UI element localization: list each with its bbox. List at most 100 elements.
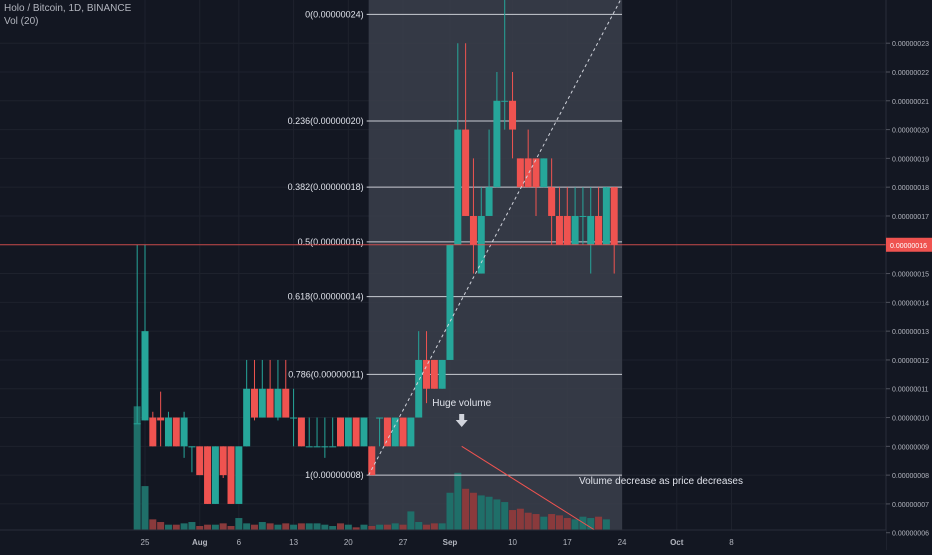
price-tick-label: 0.00000017 xyxy=(892,214,929,221)
candle-body[interactable] xyxy=(563,215,571,245)
volume-indicator-label[interactable]: Vol (20) xyxy=(4,16,39,27)
volume-bar xyxy=(399,524,407,530)
volume-bar xyxy=(321,524,329,530)
candle-body[interactable] xyxy=(157,417,165,421)
candle-body[interactable] xyxy=(383,417,391,447)
candle-body[interactable] xyxy=(235,446,243,504)
candle-body[interactable] xyxy=(493,100,501,188)
time-axis[interactable]: 25 Aug 6 13 20 27 Sep 10 17 24 Oct 8 xyxy=(0,529,886,550)
volume-bar xyxy=(235,518,243,530)
volume-trend-line[interactable] xyxy=(461,445,613,542)
candle-body[interactable] xyxy=(266,388,274,418)
candle-body[interactable] xyxy=(579,215,587,217)
candle-body[interactable] xyxy=(423,359,431,389)
candle-body[interactable] xyxy=(344,417,352,447)
candle-body[interactable] xyxy=(462,129,470,216)
candle-body[interactable] xyxy=(204,446,212,504)
volume-bar xyxy=(430,523,438,530)
volume-bar xyxy=(188,522,196,530)
volume-bar xyxy=(555,515,563,530)
candle-body[interactable] xyxy=(391,417,399,447)
candle-body[interactable] xyxy=(274,388,282,418)
volume-bar xyxy=(540,516,548,530)
candle-body[interactable] xyxy=(595,215,603,245)
candle-body[interactable] xyxy=(501,100,509,102)
price-tick-label: 0.00000010 xyxy=(892,416,929,423)
candle-body[interactable] xyxy=(399,417,407,447)
annotation-huge-volume: Huge volume xyxy=(432,398,491,409)
candle-body[interactable] xyxy=(290,417,298,419)
candle-body[interactable] xyxy=(571,215,579,245)
candle-body[interactable] xyxy=(211,446,219,504)
candle-body[interactable] xyxy=(446,244,454,360)
candle-body[interactable] xyxy=(329,446,337,448)
volume-bar xyxy=(352,527,360,530)
candle-body[interactable] xyxy=(368,446,376,476)
candle-body[interactable] xyxy=(587,215,595,245)
volume-bar xyxy=(391,523,399,530)
candle-body[interactable] xyxy=(188,446,196,448)
volume-bar xyxy=(180,523,188,530)
candle-body[interactable] xyxy=(548,187,556,216)
volume-bar xyxy=(438,523,446,530)
candle-body[interactable] xyxy=(602,187,610,245)
candle-body[interactable] xyxy=(227,446,235,504)
arrow-down-icon xyxy=(455,414,468,428)
candle-body[interactable] xyxy=(430,359,438,389)
candle-body[interactable] xyxy=(610,187,618,245)
candle-body[interactable] xyxy=(196,446,204,476)
time-tick-label: 6 xyxy=(237,538,242,547)
price-tick-label: 0.00000023 xyxy=(892,41,929,48)
fib-label: 0.786(0.00000011) xyxy=(288,369,363,379)
candle-body[interactable] xyxy=(516,158,524,188)
candle-body[interactable] xyxy=(469,215,477,245)
trend-line[interactable] xyxy=(368,0,622,476)
candle-body[interactable] xyxy=(149,417,157,447)
candle-body[interactable] xyxy=(180,417,188,447)
candle-body[interactable] xyxy=(164,417,172,447)
candle-body[interactable] xyxy=(540,158,548,188)
volume-bar xyxy=(282,523,290,530)
chart-legend: Holo / Bitcoin, 1D, BINANCE Vol (20) xyxy=(4,2,131,28)
candle-body[interactable] xyxy=(415,359,423,418)
volume-bar xyxy=(602,519,610,530)
candle-body[interactable] xyxy=(438,359,446,389)
candle-body[interactable] xyxy=(305,446,313,448)
time-tick-label: Sep xyxy=(443,538,458,547)
candle-body[interactable] xyxy=(141,331,149,421)
candle-body[interactable] xyxy=(454,129,462,245)
volume-bar xyxy=(329,526,337,530)
candle-body[interactable] xyxy=(133,423,141,425)
candle-body[interactable] xyxy=(172,417,180,447)
candle-body[interactable] xyxy=(555,215,563,245)
candle-body[interactable] xyxy=(219,446,227,476)
volume-bar xyxy=(415,522,423,530)
volume-bar xyxy=(368,526,376,530)
candle-body[interactable] xyxy=(250,388,258,418)
volume-bar xyxy=(290,524,298,530)
candle-body[interactable] xyxy=(243,388,251,447)
candle-body[interactable] xyxy=(376,417,384,419)
candle-body[interactable] xyxy=(352,417,360,447)
price-axis[interactable]: 0.00000006 0.00000007 0.00000008 0.00000009… xyxy=(885,0,932,550)
price-tick-label: 0.00000006 xyxy=(892,531,929,538)
candle-body[interactable] xyxy=(360,417,368,447)
time-tick-label: 17 xyxy=(563,538,572,547)
candle-body[interactable] xyxy=(485,187,493,216)
candle-body[interactable] xyxy=(282,388,290,418)
volume-bar xyxy=(376,524,384,530)
candle-body[interactable] xyxy=(258,388,266,418)
symbol-title[interactable]: Holo / Bitcoin, 1D, BINANCE xyxy=(4,3,132,14)
candle-body[interactable] xyxy=(297,417,305,447)
candle-body[interactable] xyxy=(337,417,344,447)
candle-body[interactable] xyxy=(524,158,532,188)
candle-body[interactable] xyxy=(509,100,517,130)
volume-bar xyxy=(219,523,227,530)
candle-body[interactable] xyxy=(321,446,329,448)
candle-body[interactable] xyxy=(313,446,321,448)
candle-body[interactable] xyxy=(407,417,415,447)
volume-bars xyxy=(133,406,610,530)
volume-bar xyxy=(595,516,603,530)
candle-body[interactable] xyxy=(532,158,540,188)
